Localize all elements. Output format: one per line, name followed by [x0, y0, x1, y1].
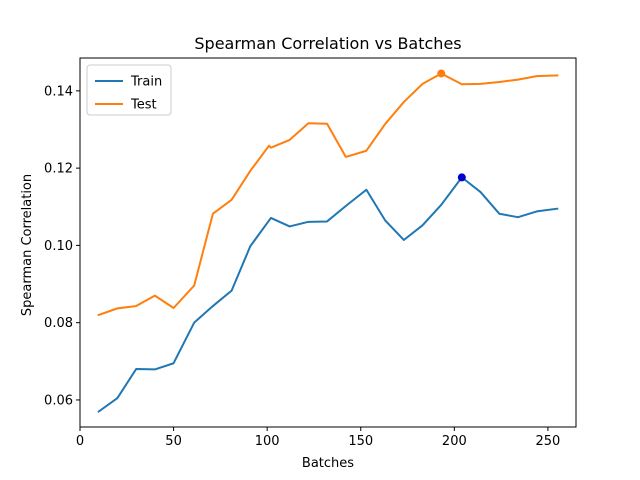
x-axis: 0 50 100 150 200 250	[76, 427, 560, 449]
legend-box	[86, 64, 172, 116]
x-tick-label: 50	[165, 434, 182, 449]
max-marker-train	[457, 173, 466, 182]
legend-label-test: Test	[130, 98, 157, 113]
y-tick-label: 0.14	[44, 84, 73, 99]
x-tick-label: 0	[76, 434, 84, 449]
plot-area	[79, 57, 577, 428]
y-tick-label: 0.08	[44, 316, 73, 331]
y-axis: 0.06 0.08 0.10 0.12 0.14	[44, 84, 80, 408]
x-tick-label: 200	[442, 434, 467, 449]
legend: Train Test	[86, 64, 172, 116]
y-tick-label: 0.06	[44, 393, 73, 408]
y-tick-label: 0.12	[44, 162, 73, 177]
max-marker-test	[437, 69, 446, 78]
x-tick-label: 100	[255, 434, 280, 449]
series-line-test	[97, 72, 559, 317]
x-axis-title: Batches	[302, 456, 354, 471]
chart-title: Spearman Correlation vs Batches	[194, 34, 461, 53]
x-tick-label: 250	[536, 434, 561, 449]
series-line-train	[97, 176, 559, 413]
legend-label-train: Train	[130, 75, 162, 90]
x-tick-label: 150	[348, 434, 373, 449]
axes-frame	[79, 57, 577, 428]
y-axis-title: Spearman Correlation	[20, 174, 35, 316]
y-tick-label: 0.10	[44, 239, 73, 254]
